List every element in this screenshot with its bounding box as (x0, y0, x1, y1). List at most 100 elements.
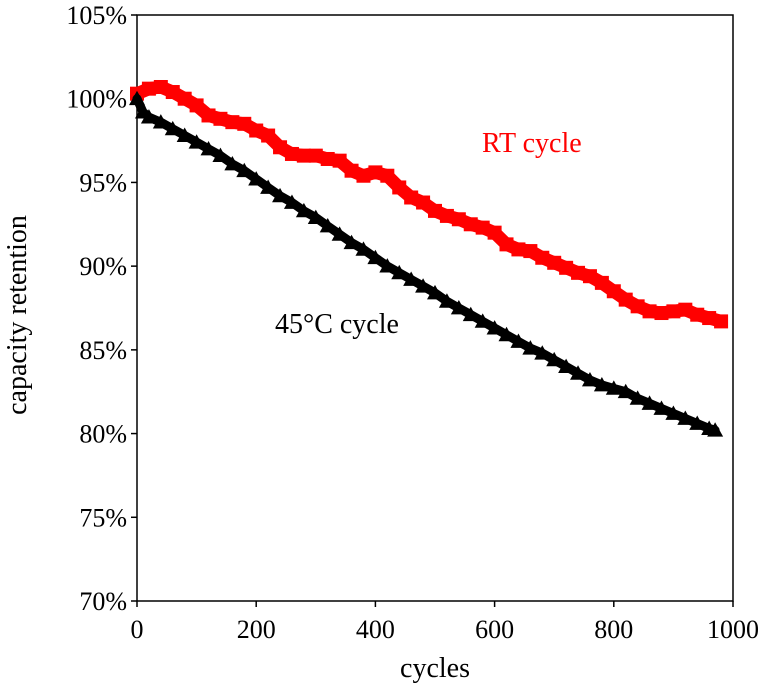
data-point-square (356, 168, 371, 183)
data-point-square (428, 203, 442, 218)
data-point-triangle (474, 313, 491, 328)
data-point-triangle (140, 109, 157, 124)
data-point-square (666, 304, 681, 319)
data-point-triangle (319, 217, 336, 233)
data-point-triangle (653, 400, 670, 415)
data-point-triangle (617, 383, 634, 399)
x-tick-label: 600 (475, 615, 514, 644)
data-point-triangle (248, 171, 265, 186)
data-point-triangle (641, 395, 658, 410)
data-point-square (344, 163, 359, 178)
data-point-triangle (295, 202, 312, 218)
data-point-square (451, 212, 466, 227)
data-point-square (463, 217, 478, 232)
data-point-square (416, 195, 431, 210)
data-point-triangle (570, 365, 587, 380)
data-point-triangle (307, 209, 324, 224)
x-tick-label: 200 (237, 615, 276, 644)
data-point-square (547, 255, 562, 270)
series-45c-cycle (129, 90, 724, 437)
data-point-triangle (665, 405, 682, 420)
y-tick-label: 75% (79, 503, 127, 532)
plot-area-frame (136, 14, 734, 602)
data-point-square (511, 242, 526, 257)
data-point-square (535, 250, 550, 265)
data-point-triangle (236, 162, 253, 178)
data-point-square (284, 146, 299, 161)
y-tick-label: 90% (79, 252, 127, 281)
data-point-triangle (498, 326, 515, 342)
data-point-triangle (558, 358, 575, 373)
x-tick-label: 1000 (707, 615, 759, 644)
data-point-square (582, 269, 597, 284)
data-point-square (368, 165, 383, 180)
data-point-triangle (331, 226, 348, 241)
data-series (129, 79, 729, 437)
data-point-square (475, 220, 490, 235)
x-tick-label: 800 (594, 615, 633, 644)
data-point-square (630, 299, 645, 314)
data-point-triangle (593, 377, 610, 392)
y-tick-label: 70% (79, 587, 127, 616)
data-point-triangle (224, 156, 241, 171)
data-point-triangle (486, 320, 503, 335)
data-point-triangle (534, 345, 551, 360)
data-point-square (249, 123, 264, 138)
data-point-square (404, 190, 419, 205)
data-point-triangle (283, 194, 300, 209)
data-point-triangle (629, 390, 646, 405)
data-point-square (594, 275, 609, 290)
data-point-triangle (403, 271, 420, 286)
data-point-triangle (605, 380, 622, 395)
data-point-triangle (427, 284, 443, 300)
y-tick-label: 105% (66, 1, 127, 30)
data-point-square (261, 128, 276, 143)
data-point-triangle (462, 306, 479, 322)
data-point-square (141, 81, 156, 96)
y-axis-title: capacity retention (2, 215, 33, 415)
y-tick-label: 85% (79, 336, 127, 365)
data-point-triangle (677, 410, 694, 425)
data-point-triangle (510, 333, 527, 348)
data-point-square (189, 98, 204, 113)
data-point-triangle (367, 249, 384, 265)
data-point-square (225, 115, 240, 130)
data-point-triangle (415, 278, 432, 293)
x-tick-label: 0 (131, 615, 144, 644)
data-point-square (642, 304, 657, 319)
data-point-triangle (200, 140, 217, 156)
data-point-square (439, 208, 454, 223)
data-point-triangle (391, 264, 408, 280)
data-point-square (392, 180, 407, 195)
data-point-square (237, 116, 252, 131)
x-axis-ticks: 0 200 400 600 800 1000 (131, 601, 759, 644)
data-point-square (380, 168, 395, 183)
data-point-triangle (438, 293, 455, 308)
data-point-square (618, 292, 633, 307)
data-point-triangle (176, 127, 193, 142)
data-point-square (165, 85, 180, 100)
data-point-triangle (260, 179, 277, 194)
data-point-triangle (522, 340, 539, 355)
data-point-square (523, 244, 538, 259)
data-point-square (690, 307, 705, 322)
y-tick-label: 100% (66, 85, 127, 114)
data-point-triangle (129, 90, 145, 106)
data-point-square (571, 265, 586, 280)
data-point-square (702, 311, 717, 326)
series-rt-cycle (130, 79, 729, 329)
data-point-square (201, 108, 216, 123)
data-point-square (678, 302, 693, 317)
data-point-triangle (450, 300, 467, 315)
data-point-square (308, 148, 323, 163)
data-point-square (153, 79, 168, 94)
data-point-triangle (355, 241, 372, 256)
data-point-triangle (707, 422, 724, 437)
data-point-square (320, 151, 335, 166)
rt-cycle-annotation: RT cycle (482, 128, 582, 159)
x-axis-title: cycles (400, 653, 470, 684)
data-point-triangle (212, 147, 229, 163)
data-point-square (606, 284, 621, 299)
